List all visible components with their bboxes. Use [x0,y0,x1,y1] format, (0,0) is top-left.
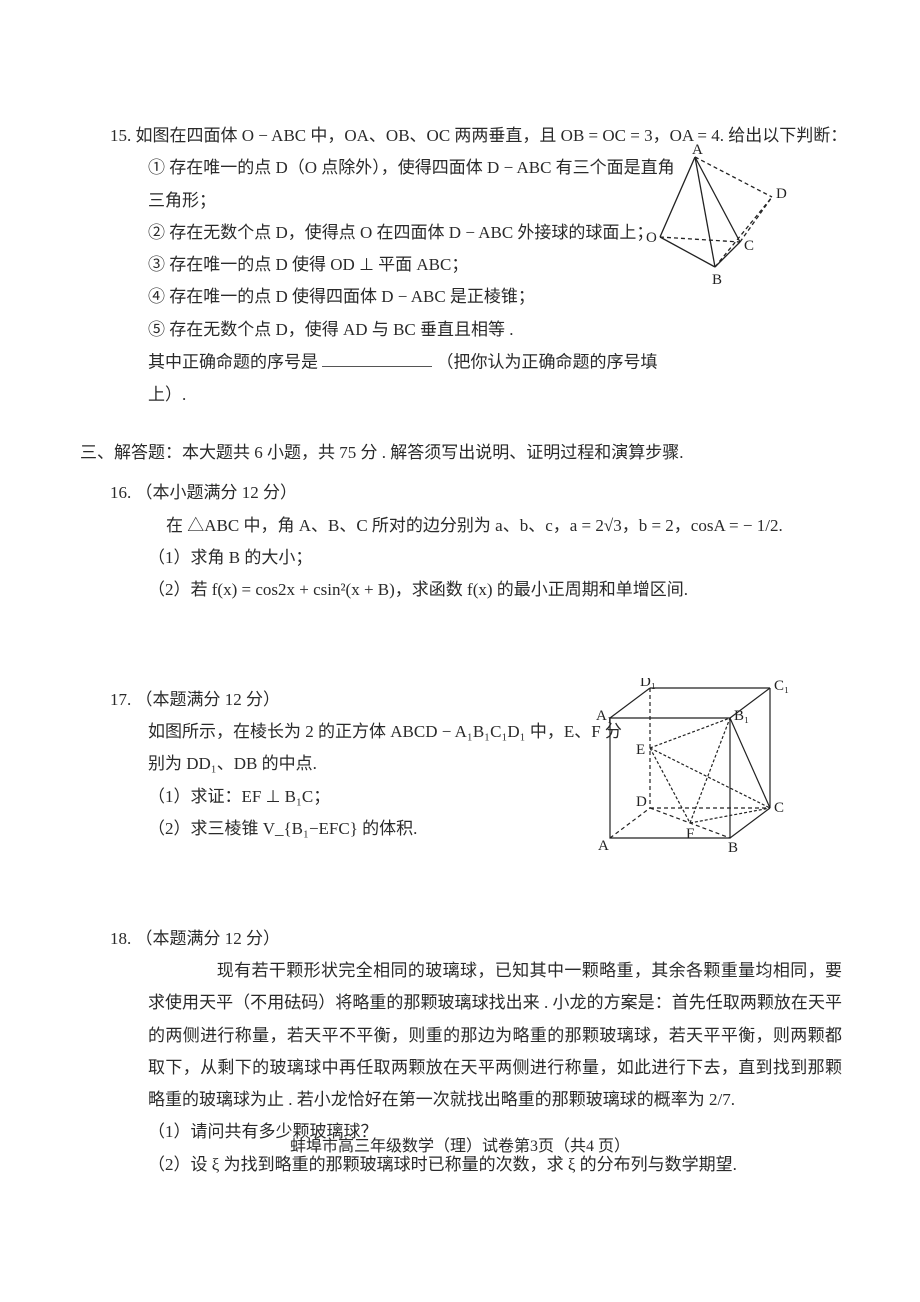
q18-number: 18. [110,929,131,948]
q15-opt-1: ① 存在唯一的点 D（O 点除外），使得四面体 D − ABC 有三个面是直角三… [148,152,680,217]
q15-opt-5: ⑤ 存在无数个点 D，使得 AD 与 BC 垂直且相等 . [148,314,680,346]
q16-p2: （2）若 f(x) = cos2x + csin²(x + B)，求函数 f(x… [110,574,850,606]
fig17-A1: A₁ [596,708,612,724]
fig17-D: D [636,794,647,810]
q15-blank[interactable] [322,346,432,367]
fig17-D1: D₁ [640,678,656,690]
fig17-A: A [598,838,609,854]
q15-opt-4: ④ 存在唯一的点 D 使得四面体 D − ABC 是正棱锥； [148,281,680,313]
q15-figure: A O B C D [640,142,790,303]
fig17-E: E [636,742,645,758]
q17-p1: （1）求证：EF ⊥ B₁C； [148,781,640,813]
fig15-A: A [692,142,703,158]
q15-opt-2: ② 存在无数个点 D，使得点 O 在四面体 D − ABC 外接球的球面上； [148,217,680,249]
q17-number: 17. [110,690,131,709]
fig17-B1: B₁ [734,708,749,724]
q16-head: （本小题满分 12 分） [136,483,298,502]
q17-l1: 如图所示，在棱长为 2 的正方体 ABCD − A₁B₁C₁D₁ 中，E、F 分 [148,716,640,748]
page-footer: 蚌埠市高三年级数学（理）试卷第3页（共4 页） [0,1132,920,1162]
q17-head: （本题满分 12 分） [136,690,281,709]
q17-p2: （2）求三棱锥 V_{B₁−EFC} 的体积. [148,813,640,845]
q17-l2: 别为 DD₁、DB 的中点. [148,748,640,780]
fig17-C: C [774,800,784,816]
fig15-D: D [776,186,787,202]
q15-opt-3: ③ 存在唯一的点 D 使得 OD ⊥ 平面 ABC； [148,249,680,281]
fig17-F: F [686,826,694,842]
q18-body: 现有若干颗形状完全相同的玻璃球，已知其中一颗略重，其余各颗重量均相同，要求使用天… [110,955,850,1116]
q15-number: 15. [110,126,131,145]
fig17-B: B [728,840,738,856]
fig15-C: C [744,238,754,254]
q17-figure: D₁ C₁ A₁ B₁ E D C F A B [590,678,790,869]
fig17-C1: C₁ [774,678,789,694]
q16-p1: （1）求角 B 的大小； [110,542,850,574]
q18-head: （本题满分 12 分） [136,929,281,948]
q16-line1: 在 △ABC 中，角 A、B、C 所对的边分别为 a、b、c，a = 2√3，b… [110,510,850,542]
fig15-B: B [712,272,722,288]
fig15-O: O [646,230,657,246]
q15-tail-a: 其中正确命题的序号是 [148,352,318,371]
q16-number: 16. [110,483,131,502]
section3-title: 三、解答题：本大题共 6 小题，共 75 分 . 解答须写出说明、证明过程和演算… [80,443,684,462]
